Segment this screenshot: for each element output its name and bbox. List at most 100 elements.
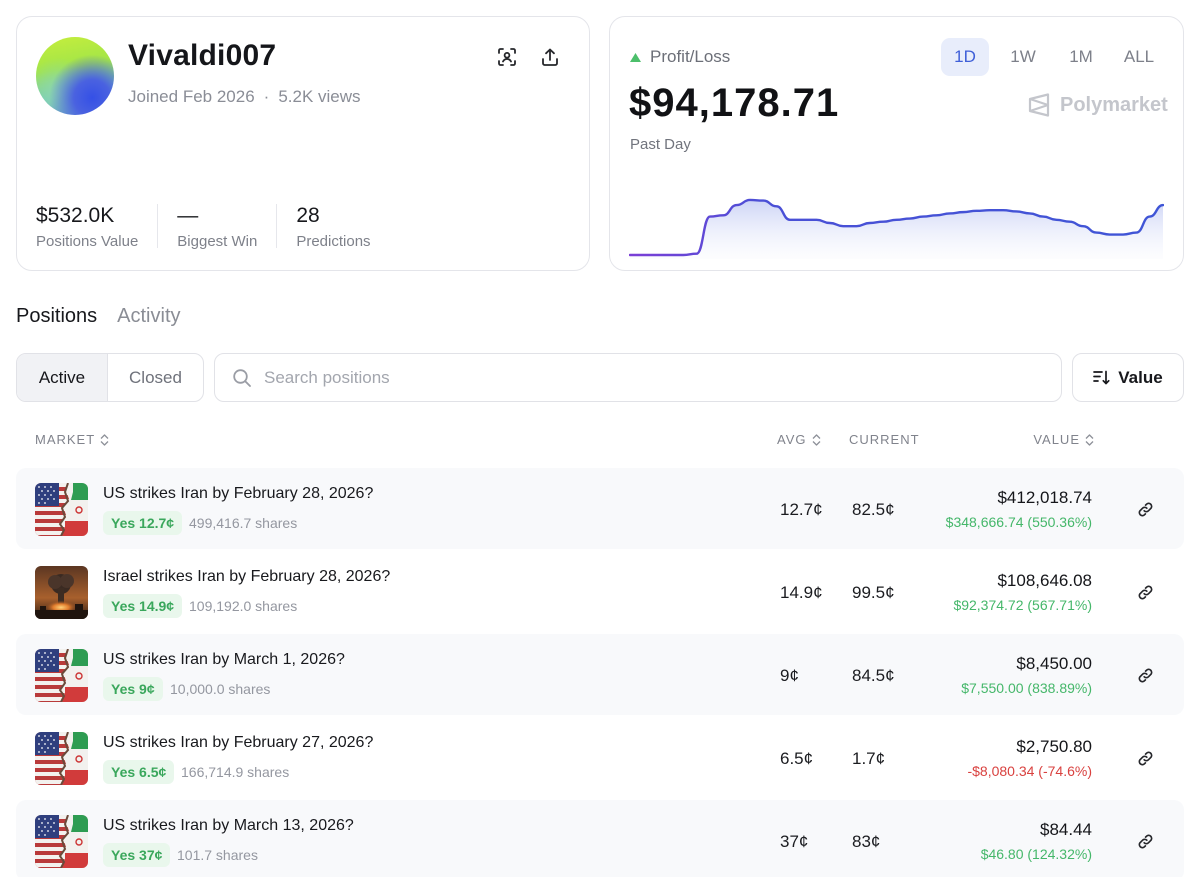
market-title[interactable]: US strikes Iran by February 27, 2026? [103, 734, 374, 751]
column-header-current: CURRENT [849, 432, 920, 447]
share-count: 10,000.0 shares [170, 681, 271, 697]
column-header-avg[interactable]: AVG [777, 432, 821, 447]
stat-value: 28 [296, 204, 320, 227]
share-link-button[interactable] [1135, 831, 1155, 851]
range-tab-1d[interactable]: 1D [941, 38, 989, 76]
brand-name: Polymarket [1060, 93, 1168, 116]
search-icon [233, 368, 251, 387]
position-pnl: $46.80 (124.32%) [980, 846, 1092, 862]
share-button[interactable] [538, 45, 562, 69]
share-link-button[interactable] [1135, 665, 1155, 685]
avg-price: 12.7¢ [780, 500, 823, 519]
link-icon [1138, 585, 1152, 599]
header-label: VALUE [1033, 432, 1080, 447]
market-title[interactable]: US strikes Iran by February 28, 2026? [103, 485, 374, 502]
table-row[interactable]: US strikes Iran by February 28, 2026? Ye… [16, 468, 1184, 549]
outcome-badge: Yes 9¢ [103, 677, 163, 701]
range-tab-1w[interactable]: 1W [1010, 47, 1036, 66]
position-value: $84.44 [1040, 820, 1092, 839]
position-pnl: -$8,080.34 (-74.6%) [967, 763, 1092, 779]
position-value: $2,750.80 [1016, 737, 1092, 756]
share-count: 499,416.7 shares [189, 515, 298, 531]
market-thumbnail-flag [35, 732, 88, 785]
joined-date: Joined Feb 2026 [128, 87, 255, 106]
sort-arrows-icon [812, 433, 820, 446]
link-icon [1138, 751, 1152, 765]
market-thumbnail-flag [35, 483, 88, 536]
sort-label: Value [1118, 367, 1163, 387]
pnl-value: $94,178.71 [629, 81, 840, 125]
sort-descending-icon [1093, 370, 1110, 385]
username: Vivaldi007 [128, 39, 277, 72]
avg-price: 14.9¢ [780, 583, 823, 602]
avatar[interactable] [36, 37, 114, 115]
sort-arrows-icon [100, 433, 109, 446]
table-row[interactable]: US strikes Iran by February 27, 2026? Ye… [16, 717, 1184, 798]
market-thumbnail-flag [35, 649, 88, 702]
sort-arrows-icon [1085, 433, 1094, 446]
polymarket-logo-icon [1028, 93, 1050, 117]
positions-list: US strikes Iran by February 28, 2026? Ye… [16, 468, 1184, 877]
header-label: AVG [777, 432, 807, 447]
link-icon [1138, 834, 1152, 848]
range-tab-1m[interactable]: 1M [1069, 47, 1093, 66]
avg-price: 9¢ [780, 666, 799, 685]
column-header-market[interactable]: MARKET [35, 432, 109, 447]
outcome-badge: Yes 14.9¢ [103, 594, 183, 618]
table-row[interactable]: US strikes Iran by March 1, 2026? Yes 9¢… [16, 634, 1184, 715]
share-count: 109,192.0 shares [189, 598, 298, 614]
link-icon [1138, 668, 1152, 682]
position-pnl: $7,550.00 (838.89%) [961, 680, 1092, 696]
position-value: $108,646.08 [997, 571, 1092, 590]
sort-value-button[interactable]: Value [1072, 353, 1184, 402]
share-link-button[interactable] [1135, 499, 1155, 519]
profile-meta: Joined Feb 2026 · 5.2K views [128, 87, 361, 107]
stat-label: Predictions [296, 233, 371, 250]
table-row[interactable]: US strikes Iran by March 13, 2026? Yes 3… [16, 800, 1184, 877]
tab-activity[interactable]: Activity [117, 305, 181, 327]
stat-predictions: 28 Predictions [296, 204, 389, 250]
section-tabs: Positions Activity [16, 305, 201, 328]
header-label: CURRENT [849, 432, 920, 447]
table-row[interactable]: Israel strikes Iran by February 28, 2026… [16, 551, 1184, 632]
view-count: 5.2K views [278, 87, 361, 106]
share-icon [542, 48, 558, 66]
header-label: MARKET [35, 432, 96, 447]
scan-profile-button[interactable] [495, 45, 519, 69]
range-tabs: 1D 1W 1M ALL [941, 38, 1173, 76]
position-value: $412,018.74 [997, 488, 1092, 507]
market-title[interactable]: US strikes Iran by March 1, 2026? [103, 651, 345, 668]
position-pnl: $92,374.72 (567.71%) [953, 597, 1092, 613]
share-link-button[interactable] [1135, 748, 1155, 768]
outcome-badge: Yes 6.5¢ [103, 760, 175, 784]
pnl-chart [629, 198, 1164, 259]
stat-positions-value: $532.0K Positions Value [36, 204, 159, 250]
current-price: 99.5¢ [852, 583, 895, 602]
meta-separator: · [263, 87, 270, 106]
status-filter: Active Closed [16, 353, 204, 402]
profile-stats: $532.0K Positions Value — Biggest Win 28… [36, 204, 409, 250]
market-thumbnail-flag [35, 815, 88, 868]
share-link-button[interactable] [1135, 582, 1155, 602]
current-price: 83¢ [852, 832, 881, 851]
range-tab-all[interactable]: ALL [1123, 47, 1155, 66]
pnl-label: Profit/Loss [630, 47, 730, 67]
market-title[interactable]: Israel strikes Iran by February 28, 2026… [103, 568, 391, 585]
avg-price: 6.5¢ [780, 749, 814, 768]
filter-active-button[interactable]: Active [17, 354, 108, 401]
stat-value: — [177, 204, 199, 227]
chart-series-line [629, 198, 1164, 257]
market-title[interactable]: US strikes Iran by March 13, 2026? [103, 817, 354, 834]
stat-label: Biggest Win [177, 233, 258, 250]
search-input[interactable] [264, 367, 1024, 388]
search-box [214, 353, 1062, 402]
column-header-value[interactable]: VALUE [1033, 432, 1094, 447]
filter-closed-button[interactable]: Closed [129, 367, 182, 387]
profile-card: Vivaldi007 Joined Feb 2026 · 5.2K views $5… [16, 16, 590, 271]
stat-value: $532.0K [36, 204, 115, 227]
stat-biggest-win: — Biggest Win [177, 204, 278, 250]
outcome-badge: Yes 37¢ [103, 843, 171, 867]
market-thumbnail-photo [35, 566, 88, 619]
scan-face-icon [498, 48, 516, 66]
tab-positions[interactable]: Positions [16, 305, 98, 327]
